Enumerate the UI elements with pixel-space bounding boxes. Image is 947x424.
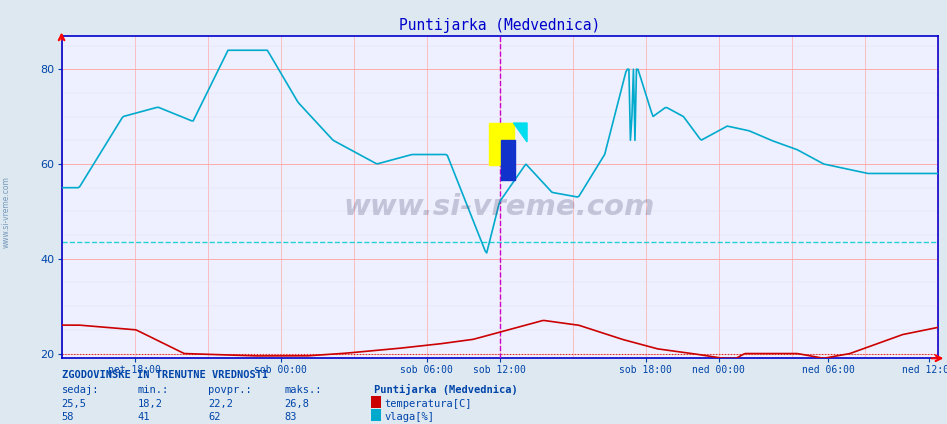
Text: temperatura[C]: temperatura[C]: [384, 399, 472, 409]
Text: ZGODOVINSKE IN TRENUTNE VREDNOSTI: ZGODOVINSKE IN TRENUTNE VREDNOSTI: [62, 370, 268, 380]
Text: www.si-vreme.com: www.si-vreme.com: [1, 176, 10, 248]
Text: 58: 58: [62, 412, 74, 422]
Polygon shape: [513, 123, 527, 142]
Bar: [501, 140, 515, 180]
Text: 83: 83: [284, 412, 296, 422]
Text: vlaga[%]: vlaga[%]: [384, 412, 435, 422]
Text: 18,2: 18,2: [137, 399, 162, 409]
Text: povpr.:: povpr.:: [208, 385, 252, 395]
Text: 62: 62: [208, 412, 221, 422]
Text: 41: 41: [137, 412, 150, 422]
Text: 22,2: 22,2: [208, 399, 233, 409]
Text: min.:: min.:: [137, 385, 169, 395]
Text: sedaj:: sedaj:: [62, 385, 99, 395]
Text: 25,5: 25,5: [62, 399, 86, 409]
Title: Puntijarka (Medvednica): Puntijarka (Medvednica): [399, 19, 600, 33]
Text: Puntijarka (Medvednica): Puntijarka (Medvednica): [374, 384, 518, 395]
Text: maks.:: maks.:: [284, 385, 322, 395]
Text: www.si-vreme.com: www.si-vreme.com: [344, 193, 655, 221]
Bar: [489, 123, 513, 165]
Text: 26,8: 26,8: [284, 399, 309, 409]
